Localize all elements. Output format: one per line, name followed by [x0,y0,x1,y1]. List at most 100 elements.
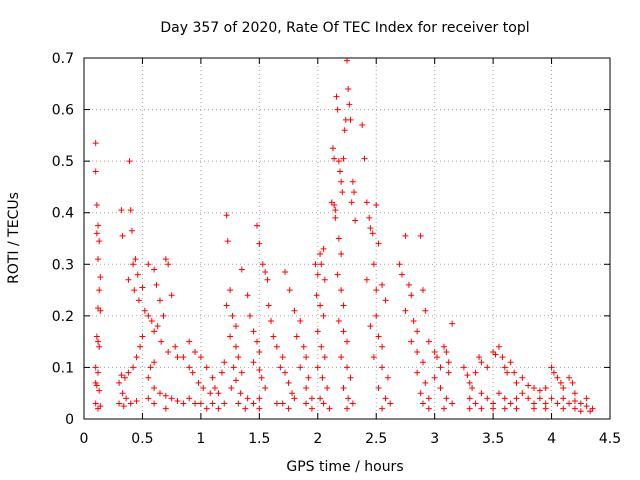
data-point [282,369,289,376]
data-point [501,395,508,402]
data-point [273,400,280,407]
data-point [419,400,426,407]
data-point [472,369,479,376]
data-point [382,297,389,304]
data-point [375,240,382,247]
data-point [484,364,491,371]
data-point [571,390,578,397]
data-point [443,395,450,402]
data-point [566,374,573,381]
data-point [242,405,249,412]
data-point [577,408,584,415]
data-point [408,338,415,345]
data-point [232,323,239,330]
data-point [151,400,158,407]
x-axis-label: GPS time / hours [286,459,403,475]
data-point [349,178,356,185]
data-point [151,359,158,366]
data-point [408,292,415,299]
data-point [253,338,260,345]
data-point [419,287,426,294]
data-point [384,374,391,381]
data-point [229,312,236,319]
data-point [174,397,181,404]
data-point [542,405,549,412]
data-point [244,292,251,299]
data-point [338,178,345,185]
plot-frame [83,57,611,420]
data-point [466,405,473,412]
data-point [402,307,409,314]
data-point [256,405,263,412]
data-point [583,395,590,402]
data-point [270,333,277,340]
data-point [396,261,403,268]
data-point [560,405,567,412]
data-point [587,408,594,415]
y-tick-label: 0.6 [52,103,74,119]
data-point [215,390,222,397]
data-point [577,400,584,407]
data-point [560,385,567,392]
data-point [95,222,102,229]
data-point [344,57,350,64]
data-point [291,307,298,314]
data-point [92,140,99,147]
data-points [92,57,596,415]
data-point [441,343,448,350]
data-point [133,397,140,404]
data-point [221,400,228,407]
data-point [410,318,417,325]
data-point [192,400,199,407]
data-point [134,271,141,278]
x-tick-label: 2 [313,431,322,447]
data-point [97,307,104,314]
data-point [417,390,424,397]
data-point [335,318,342,325]
data-point [92,364,99,371]
data-point [335,235,342,242]
data-point [162,256,169,263]
data-point [319,374,326,381]
data-point [93,382,100,389]
data-point [223,302,230,309]
x-tick-label: 3 [430,431,439,447]
data-point [370,354,377,361]
data-point [145,261,152,268]
data-point [209,374,216,381]
y-tick-label: 0 [65,412,74,428]
data-point [96,238,103,245]
data-point [256,395,263,402]
data-point [238,369,245,376]
data-point [375,333,382,340]
data-point [186,395,193,402]
data-point [449,320,456,327]
data-point [96,287,103,294]
data-point [133,354,140,361]
data-point [490,405,497,412]
data-point [519,374,526,381]
data-point [525,395,532,402]
data-point [495,343,502,350]
data-point [431,374,438,381]
data-point [332,214,339,221]
data-point [230,364,237,371]
data-point [268,318,275,325]
data-point [373,312,380,319]
data-point [513,395,520,402]
data-point [130,364,137,371]
data-point [492,351,499,358]
data-point [165,348,172,355]
data-point [560,395,567,402]
data-point [464,372,471,379]
data-point [469,385,476,392]
data-point [478,390,485,397]
data-point [519,390,526,397]
data-point [147,364,154,371]
data-point [507,359,514,366]
data-point [250,400,257,407]
data-point [256,348,263,355]
data-point [314,364,321,371]
